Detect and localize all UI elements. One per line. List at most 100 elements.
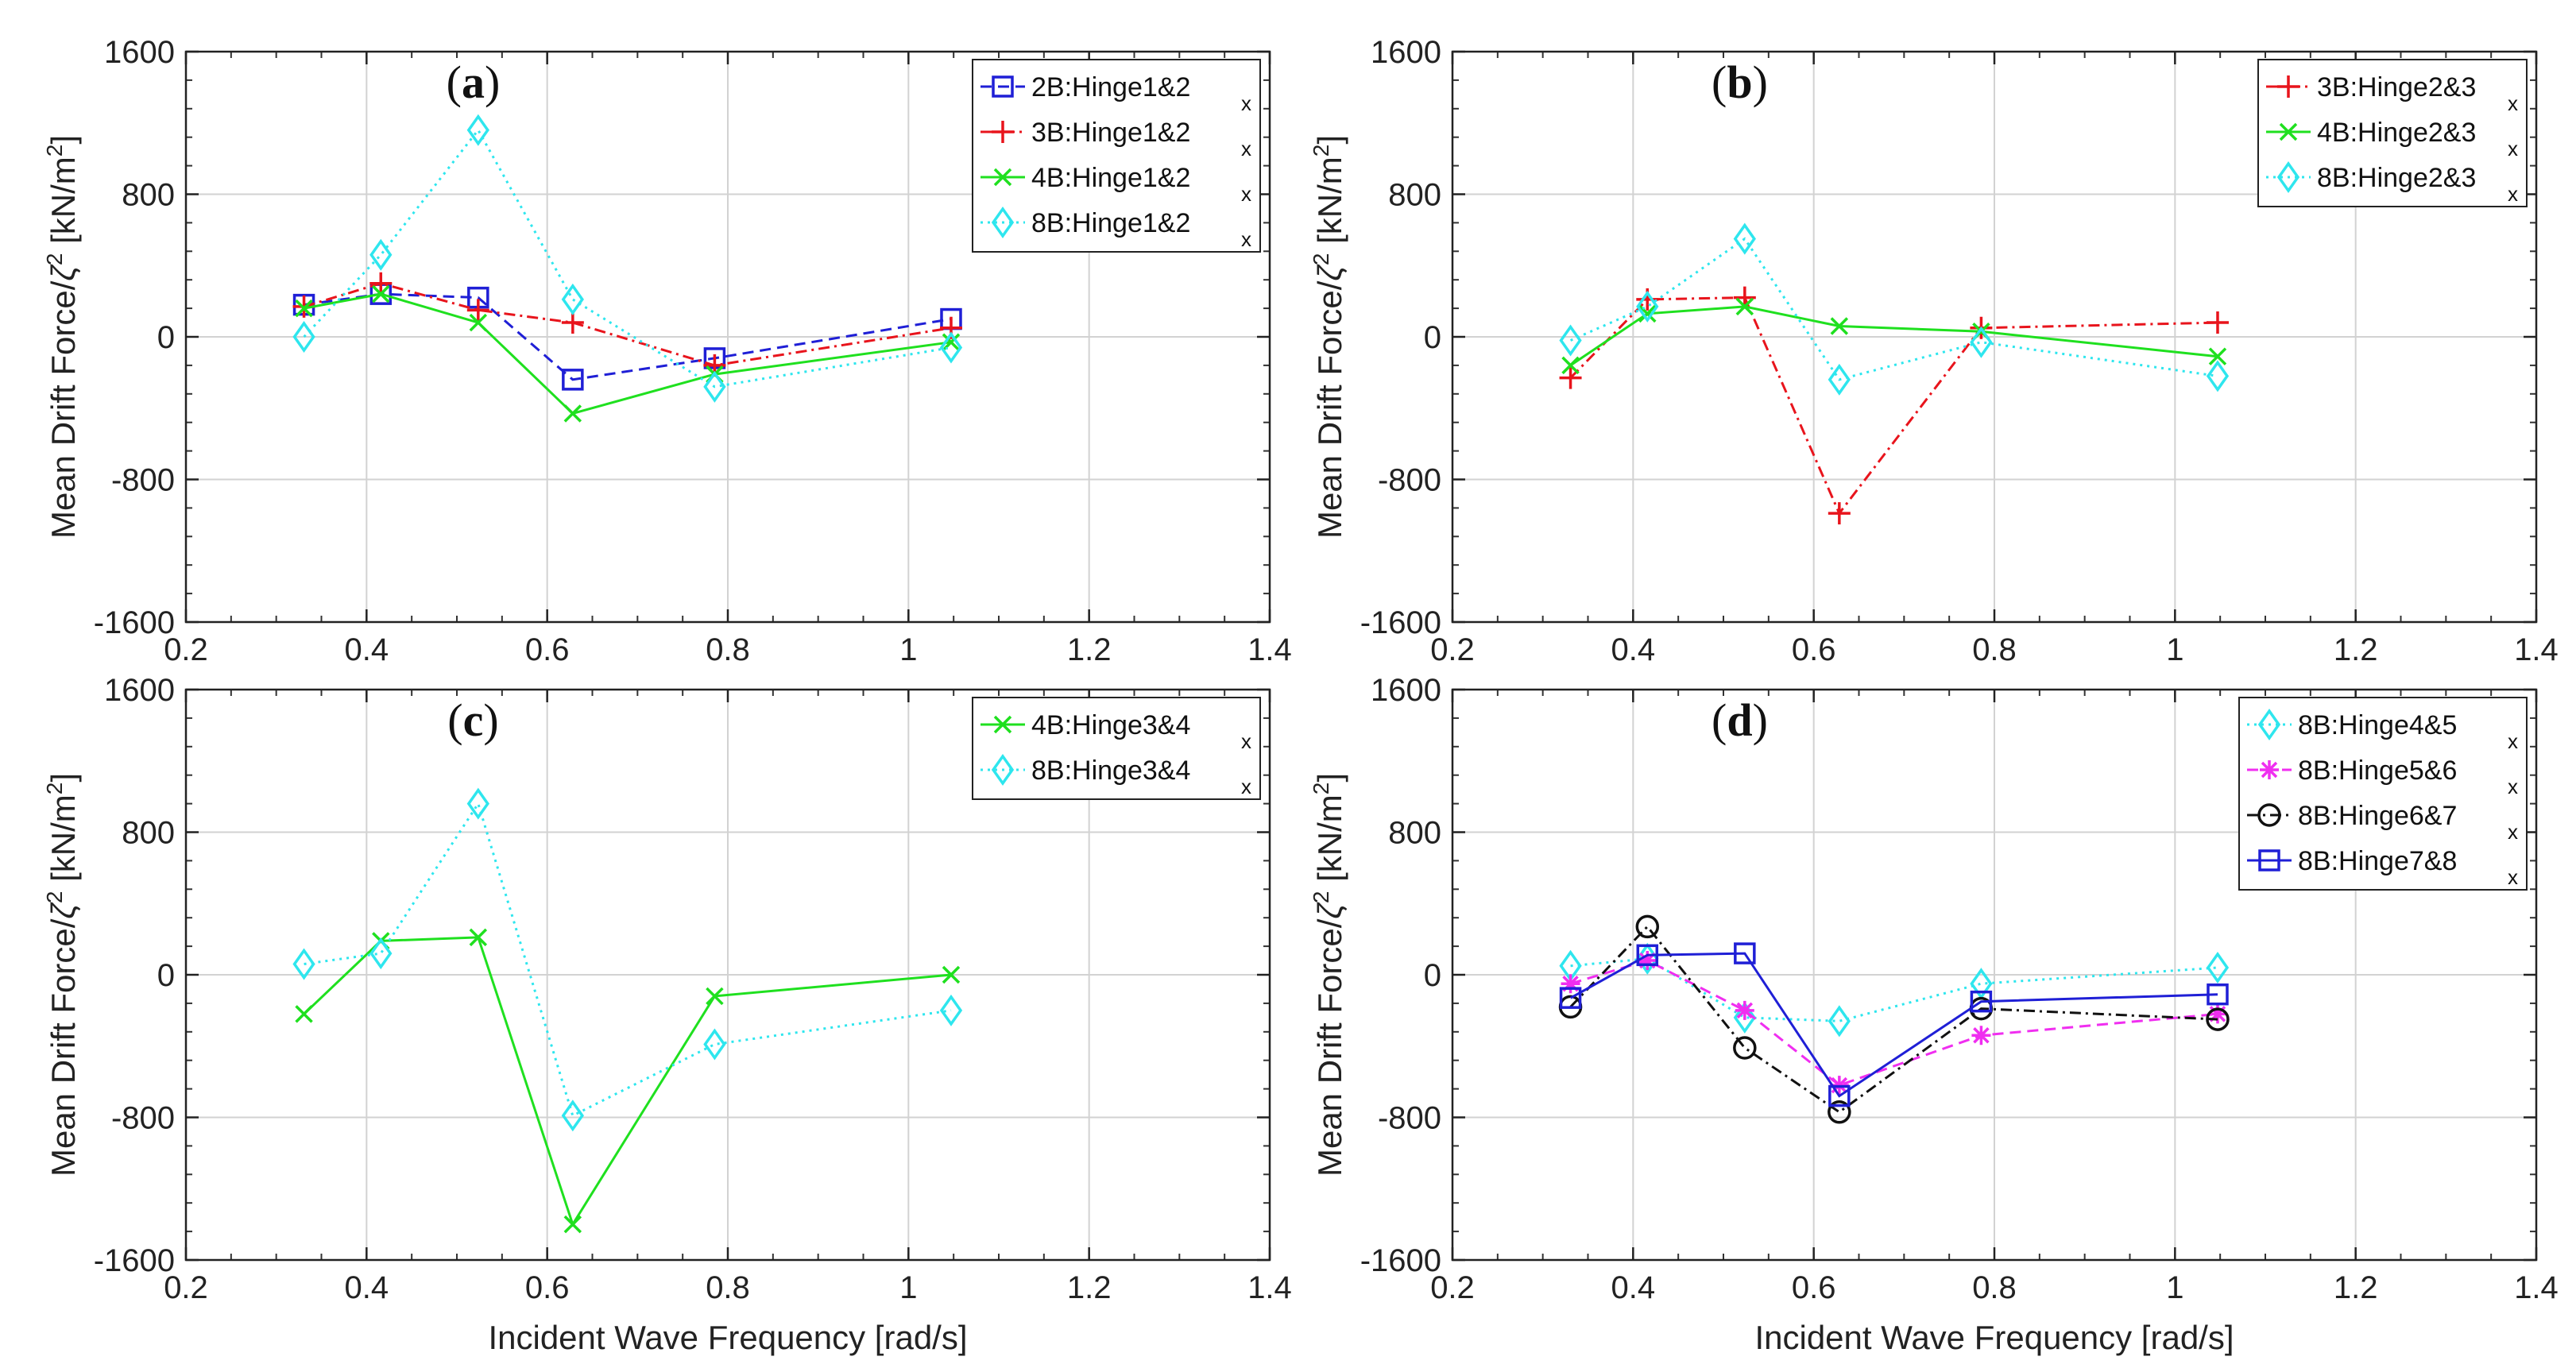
y-tick-label: -1600 <box>1360 605 1441 640</box>
y-axis-title-unit: [kN/m <box>44 157 82 253</box>
series-8b-hinge7-8 <box>1559 942 2229 1107</box>
panel-title: (b) <box>1712 56 1768 108</box>
plot-frame <box>184 688 1271 1262</box>
legend-entry-subscript: x <box>1241 182 1251 206</box>
data-point <box>469 928 488 947</box>
x-tick-label: 0.6 <box>525 632 570 667</box>
y-tick-label: 800 <box>1388 816 1441 851</box>
legend-marker <box>2277 75 2299 98</box>
panel-title-close: ) <box>483 694 498 746</box>
series-line <box>1570 959 2218 1087</box>
x-tick-label: 0.4 <box>1611 632 1656 667</box>
legend-marker <box>992 75 1014 98</box>
data-point <box>1638 951 1657 971</box>
y-axis-title-unit-sup: 2 <box>1309 783 1333 795</box>
series-4b-hinge2-3 <box>1561 297 2227 375</box>
x-tick-label: 0.4 <box>1611 1270 1656 1305</box>
legend-entry-subscript: x <box>2508 137 2518 160</box>
panel-title-close: ) <box>485 56 500 108</box>
x-axis-title: Incident Wave Frequency [rad/s] <box>1754 1319 2234 1356</box>
x-tick-label: 0.4 <box>345 632 389 667</box>
x-tick-label: 0.2 <box>1430 1270 1475 1305</box>
data-point <box>563 1215 582 1234</box>
x-tick-label: 1 <box>899 1270 917 1305</box>
data-point <box>372 284 390 303</box>
x-axis-title: Incident Wave Frequency [rad/s] <box>488 1319 967 1356</box>
x-tick-label: 1.4 <box>2514 1270 2559 1305</box>
legend-marker <box>993 168 1012 187</box>
legend-entry-subscript: x <box>1241 729 1251 753</box>
legend-entry: 4B:Hinge2&3 <box>2317 118 2476 148</box>
data-point <box>561 1100 584 1132</box>
legend-entry: 3B:Hinge1&2 <box>1031 118 1190 148</box>
data-point <box>939 994 963 1026</box>
y-axis-title-symbol: ζ <box>1311 264 1348 281</box>
data-point <box>369 272 393 295</box>
x-tick-label: 1 <box>899 632 917 667</box>
panel-b: 0.2 0.4 0.6 0.8 1 1.2 1.4 1600 800 0 -800 -1600 (b) 3… <box>1309 35 2559 667</box>
y-axis-title-end: ] <box>1311 135 1348 145</box>
x-tick-label: 0.6 <box>525 1270 570 1305</box>
x-tick-label: 0.8 <box>1972 1270 2017 1305</box>
x-tick-label: 1.4 <box>1247 632 1292 667</box>
data-point <box>1733 1001 1756 1034</box>
legend: 2B:Hinge1&2 x 3B:Hinge1&2 x 4B:Hinge1&2 x 8B:H… <box>972 59 1261 253</box>
data-point <box>942 965 961 984</box>
data-point <box>1735 297 1754 316</box>
legend: 3B:Hinge2&3 x 4B:Hinge2&3 x 8B:Hinge2&3 x <box>2257 59 2528 207</box>
y-axis-title-unit: [kN/m <box>44 794 82 891</box>
legend-entry: 8B:Hinge1&2 <box>1031 208 1190 238</box>
data-point <box>2207 983 2229 1006</box>
series-line <box>1569 925 2218 1114</box>
y-axis-title-main: Mean Drift Force/ <box>44 280 82 539</box>
y-axis-title-unit-sup: 2 <box>1309 145 1333 157</box>
legend-marker <box>991 753 1015 786</box>
legend-entry: 8B:Hinge6&7 <box>2298 801 2457 831</box>
data-point <box>1828 363 1851 396</box>
y-tick-label: 800 <box>1388 178 1441 213</box>
legend-entry: 4B:Hinge3&4 <box>1031 710 1190 740</box>
y-axis-title-unit-sup: 2 <box>42 145 67 157</box>
data-point <box>1733 222 1756 255</box>
data-point <box>939 331 963 364</box>
data-point <box>466 787 489 820</box>
y-axis-title: Mean Drift Force/ζ2 [kN/m2] <box>42 135 82 539</box>
data-point <box>1559 366 1582 389</box>
x-tick-label: 1.2 <box>2334 632 2378 667</box>
data-point <box>562 369 584 391</box>
data-point <box>1559 324 1582 357</box>
y-tick-label: 1600 <box>1371 35 1441 70</box>
data-point <box>1733 1036 1757 1060</box>
series-4b-hinge3-4 <box>295 928 961 1234</box>
legend-entry-subscript: x <box>2508 775 2518 798</box>
legend-box <box>972 59 1261 253</box>
x-tick-label: 1.4 <box>2514 632 2559 667</box>
x-tick-label: 1.2 <box>1067 632 1112 667</box>
legend-entry: 8B:Hinge2&3 <box>2317 163 2476 193</box>
legend-entry: 3B:Hinge2&3 <box>2317 72 2476 102</box>
data-point <box>2208 347 2227 365</box>
x-tick-label: 1.2 <box>2334 1270 2378 1305</box>
data-point <box>1828 1005 1851 1038</box>
y-axis-title-symbol: ζ <box>44 264 82 281</box>
data-point <box>563 404 582 423</box>
legend-entry-subscript: x <box>1241 227 1251 251</box>
y-axis-title-unit-sup: 2 <box>42 783 67 795</box>
data-point <box>1735 1000 1754 1020</box>
panel-title: (a) <box>447 56 501 108</box>
data-point <box>469 313 488 332</box>
y-tick-label: 800 <box>122 178 175 213</box>
y-axis-title: Mean Drift Force/ζ2 [kN/m2] <box>42 773 82 1177</box>
x-tick-label: 1 <box>2166 1270 2183 1305</box>
y-tick-label: 0 <box>157 320 175 355</box>
y-tick-label: -800 <box>1378 463 1441 498</box>
series-line <box>1570 957 2218 1022</box>
y-tick-label: 0 <box>1424 958 1441 993</box>
plot-frame <box>184 50 1271 624</box>
legend-entry-subscript: x <box>2508 865 2518 889</box>
x-tick-label: 0.2 <box>1430 632 1475 667</box>
legend-marker <box>2276 160 2300 194</box>
y-tick-label: -1600 <box>94 605 175 640</box>
x-tick-label: 1.2 <box>1067 1270 1112 1305</box>
